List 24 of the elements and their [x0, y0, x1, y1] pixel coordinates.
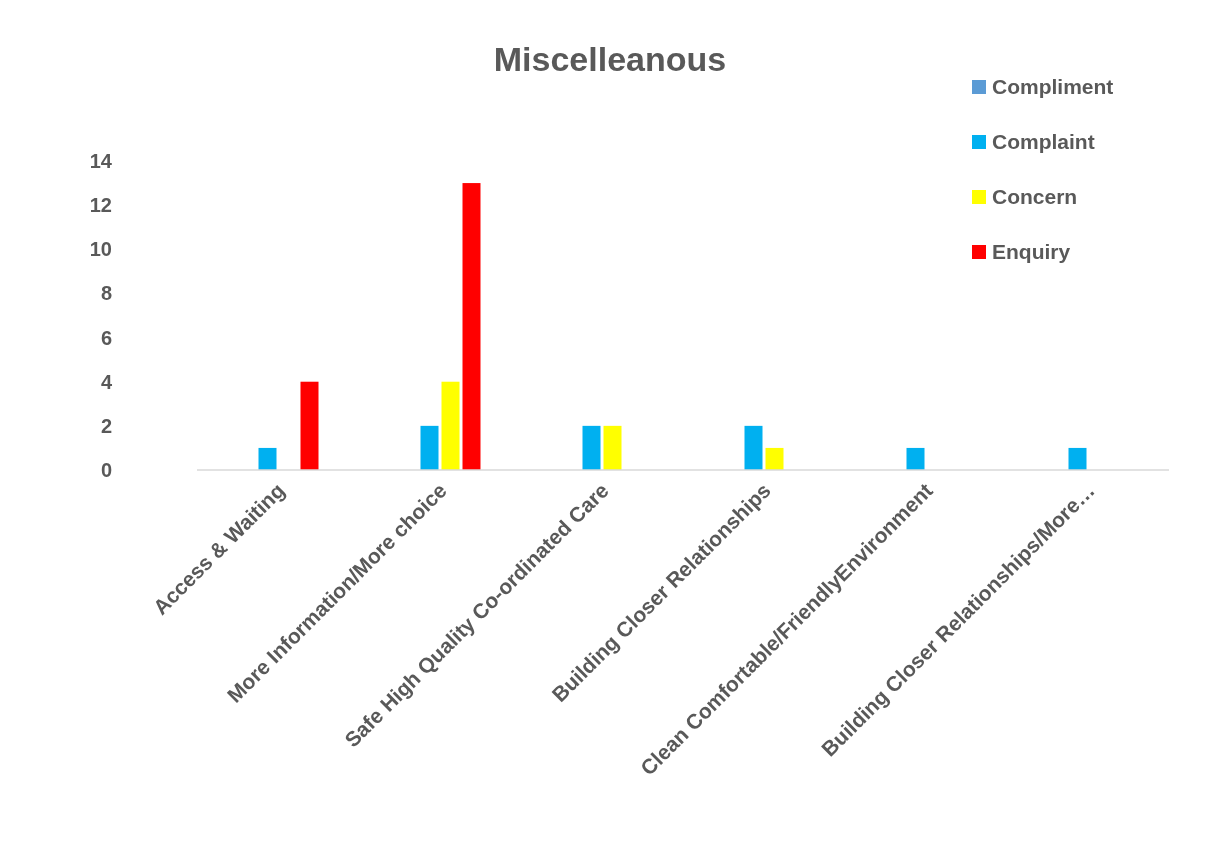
bar — [582, 425, 601, 470]
bar — [765, 447, 784, 470]
bar — [906, 447, 925, 470]
legend-label: Complaint — [992, 130, 1095, 154]
bar — [603, 425, 622, 470]
bar — [258, 447, 277, 470]
y-tick-label: 6 — [100, 326, 112, 349]
y-tick-label: 4 — [100, 370, 113, 393]
bar — [420, 425, 439, 470]
bar — [1068, 447, 1087, 470]
bar — [441, 381, 460, 470]
y-tick-label: 0 — [100, 459, 112, 481]
bar — [462, 183, 481, 470]
bar — [744, 425, 763, 470]
y-tick-label: 2 — [100, 414, 112, 437]
y-tick-label: 8 — [100, 282, 112, 305]
y-tick-label: 10 — [89, 238, 112, 261]
legend-label: Concern — [992, 185, 1078, 209]
legend-label: Compliment — [992, 75, 1114, 99]
chart-title: Miscelleanous — [493, 40, 727, 78]
bar — [300, 381, 319, 470]
y-tick-label: 12 — [89, 194, 112, 217]
y-tick-label: 14 — [89, 150, 113, 172]
legend-label: Enquiry — [992, 240, 1071, 264]
